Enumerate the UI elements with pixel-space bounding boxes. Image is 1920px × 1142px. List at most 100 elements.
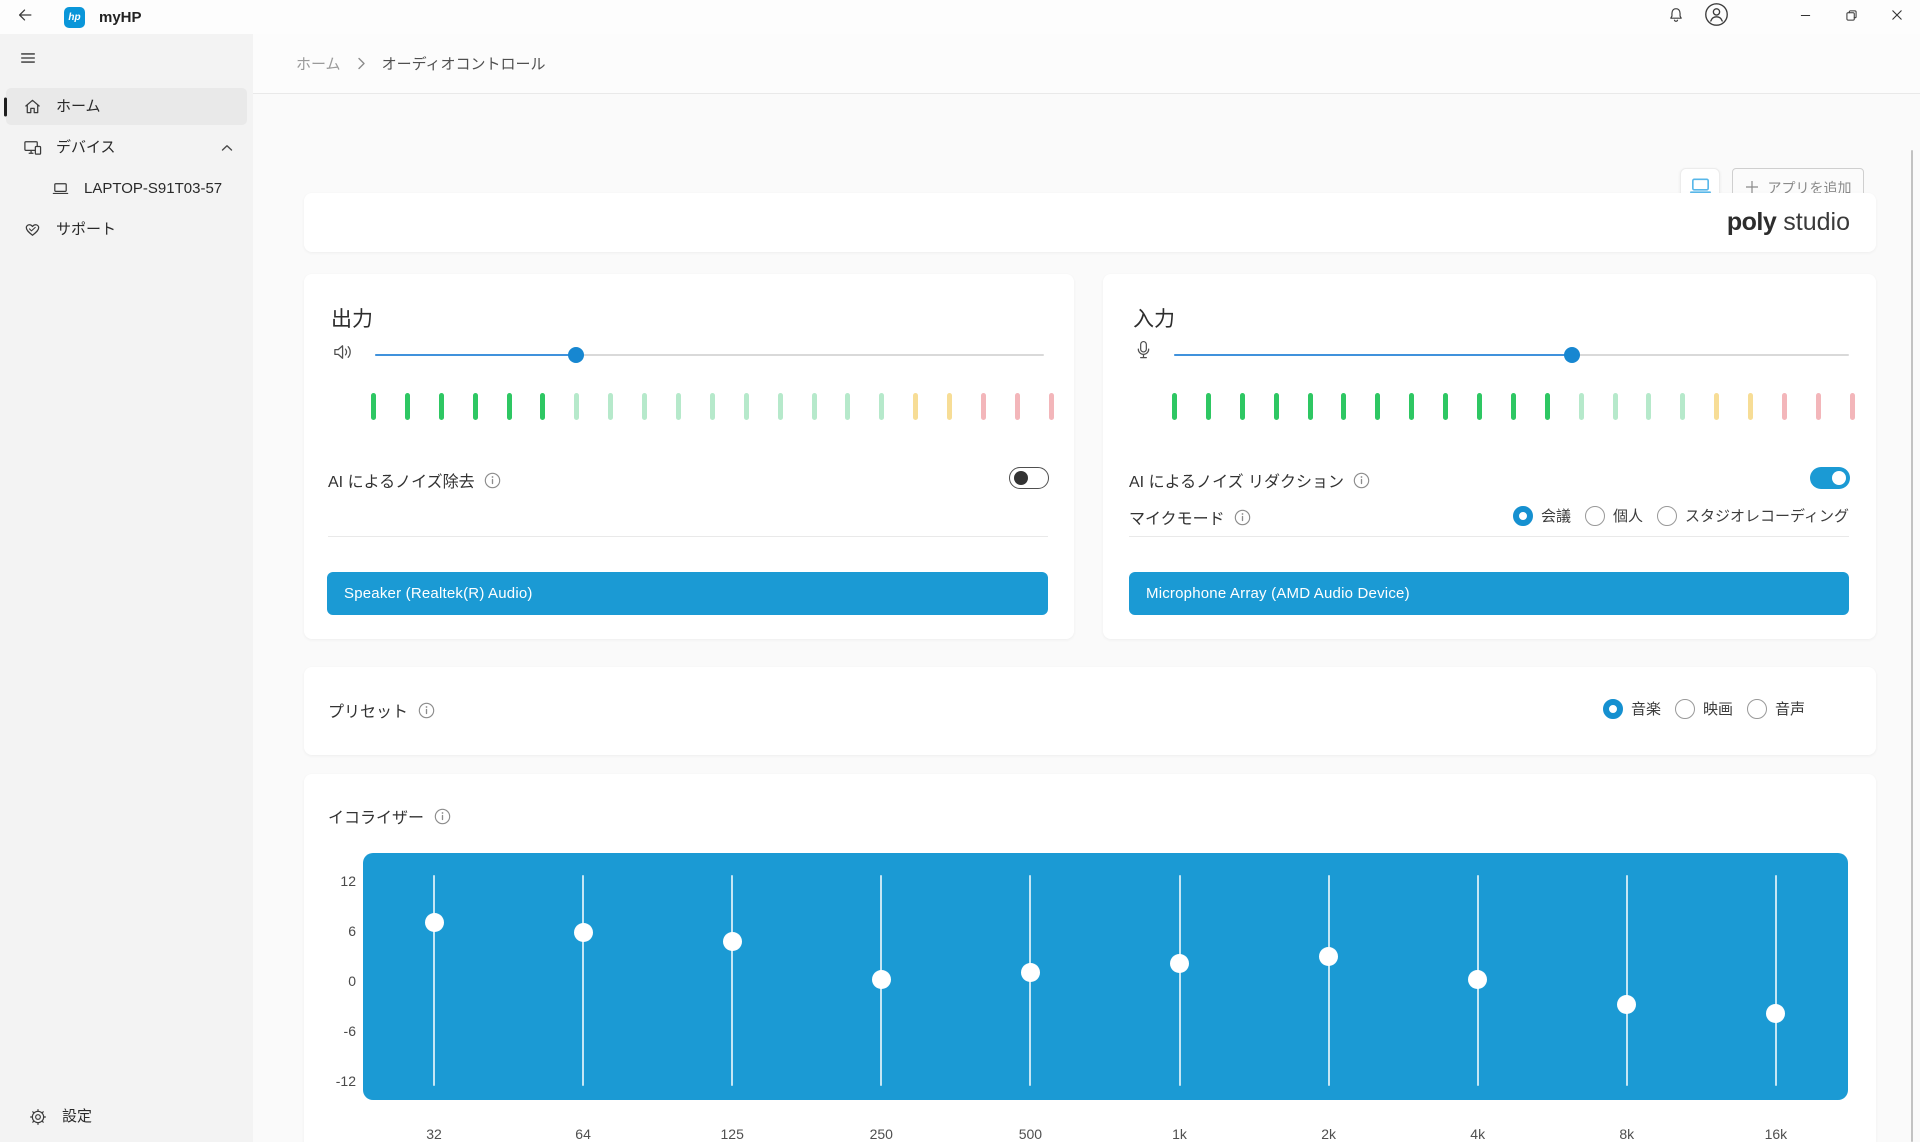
info-icon[interactable] (1234, 509, 1251, 526)
eq-band-knob-16k[interactable] (1766, 1003, 1786, 1023)
plus-icon (1745, 180, 1759, 197)
radio-label: スタジオレコーディング (1685, 508, 1849, 525)
info-icon[interactable] (1353, 472, 1370, 489)
eq-band-knob-125[interactable] (722, 931, 742, 951)
breadcrumb: ホーム オーディオコントロール (253, 34, 1920, 94)
eq-band-knob-32[interactable] (424, 912, 444, 932)
minimize-button[interactable] (1782, 0, 1828, 34)
info-icon[interactable] (434, 808, 451, 825)
devices-icon (22, 138, 42, 158)
restore-button[interactable] (1828, 0, 1874, 34)
meter-bar-green-off (709, 393, 715, 420)
sidebar-item-settings[interactable]: 設定 (12, 1098, 241, 1135)
output-ai-toggle[interactable] (1009, 467, 1049, 489)
preset-option[interactable]: 音楽 (1602, 698, 1661, 719)
meter-bar-red-off (1014, 393, 1020, 420)
eq-band-frequency-label: 8k (1619, 1126, 1635, 1142)
equalizer-axis-label: -12 (335, 1073, 356, 1089)
meter-bar-red-off (1815, 393, 1821, 420)
support-icon (22, 220, 42, 240)
radio-unselected-icon[interactable] (1585, 505, 1606, 526)
scrollbar[interactable] (1911, 150, 1913, 1142)
input-ai-toggle[interactable] (1810, 467, 1850, 489)
close-button[interactable] (1874, 0, 1920, 34)
divider (1129, 536, 1849, 537)
eq-band-track[interactable] (1327, 875, 1330, 1086)
eq-band-track[interactable] (1774, 875, 1777, 1086)
sidebar-item-support[interactable]: サポート (6, 211, 247, 248)
preset-option[interactable]: 音声 (1746, 698, 1805, 719)
input-volume-fill (1174, 354, 1573, 356)
equalizer-card: イコライザー 12 6 0 -6 -12 32 64 125 250 500 1k 2k 4k 8k 16… (304, 774, 1876, 1142)
eq-band-frequency-label: 125 (720, 1126, 744, 1142)
radio-selected-icon[interactable] (1602, 698, 1623, 719)
breadcrumb-home[interactable]: ホーム (296, 56, 341, 73)
eq-band-track[interactable] (1178, 875, 1181, 1086)
sidebar: ホームデバイス LAPTOP-S91T03-57 サポート 設定 (0, 34, 253, 1142)
output-device-button[interactable]: Speaker (Realtek(R) Audio) (327, 572, 1048, 615)
eq-band-frequency-label: 2k (1321, 1126, 1336, 1142)
eq-band-knob-1k[interactable] (1170, 954, 1189, 974)
radio-unselected-icon[interactable] (1674, 698, 1695, 719)
info-icon[interactable] (484, 472, 501, 489)
eq-band-knob-8k[interactable] (1617, 995, 1637, 1015)
meter-bar-green-on (1477, 393, 1483, 420)
meter-bar-green-off (642, 393, 648, 420)
radio-label: 個人 (1613, 508, 1644, 525)
eq-band-frequency-label: 64 (575, 1126, 591, 1142)
menu-toggle-button[interactable] (14, 46, 42, 74)
eq-band-track[interactable] (731, 875, 734, 1086)
notifications-button[interactable] (1656, 0, 1696, 34)
sidebar-item-label: 設定 (62, 1107, 93, 1125)
chevron-up-icon[interactable] (221, 144, 233, 152)
radio-unselected-icon[interactable] (1746, 698, 1767, 719)
input-volume-knob[interactable] (1564, 347, 1581, 363)
sidebar-item-home[interactable]: ホーム (4, 88, 247, 125)
equalizer-axis-label: -6 (343, 1023, 356, 1039)
radio-label: 映画 (1702, 701, 1733, 718)
sidebar-item-label: サポート (56, 220, 117, 238)
eq-band-knob-64[interactable] (573, 922, 593, 942)
account-button[interactable] (1696, 0, 1736, 34)
mic-mode-option[interactable]: 個人 (1585, 505, 1643, 526)
sidebar-item-device-laptop[interactable]: LAPTOP-S91T03-57 (6, 170, 247, 207)
eq-band-knob-500[interactable] (1020, 962, 1040, 982)
equalizer-axis-label: 0 (348, 973, 356, 989)
meter-bar-yellow-off (1748, 393, 1754, 420)
meter-bar-yellow-off (947, 393, 953, 420)
output-title: 出力 (331, 308, 373, 331)
back-button[interactable] (8, 0, 42, 34)
mic-mode-option[interactable]: 会議 (1513, 505, 1571, 526)
preset-radio-group: 音楽 映画 音声 (1602, 698, 1805, 719)
gear-icon (28, 1107, 48, 1127)
equalizer-axis-label: 12 (340, 873, 356, 889)
output-volume-knob[interactable] (567, 347, 584, 363)
meter-bar-green-on (1205, 393, 1211, 420)
input-volume-slider[interactable] (1174, 347, 1849, 363)
preset-card: プリセット 音楽 映画 音声 (304, 667, 1876, 755)
radio-unselected-icon[interactable] (1657, 505, 1678, 526)
meter-bar-red-off (981, 393, 987, 420)
preset-option[interactable]: 映画 (1674, 698, 1733, 719)
meter-bar-green-on (438, 393, 444, 420)
eq-band-track[interactable] (582, 875, 585, 1086)
meter-bar-green-off (1680, 393, 1686, 420)
output-volume-track (375, 354, 1044, 356)
info-icon[interactable] (418, 702, 435, 719)
radio-selected-icon[interactable] (1513, 505, 1534, 526)
meter-bar-red-off (1849, 393, 1855, 420)
eq-band-track[interactable] (433, 875, 435, 1086)
meter-bar-green-on (1307, 393, 1313, 420)
eq-band-knob-250[interactable] (871, 970, 891, 990)
sidebar-item-devices[interactable]: デバイス (6, 129, 247, 166)
eq-band-knob-4k[interactable] (1468, 970, 1488, 990)
eq-band-knob-2k[interactable] (1319, 946, 1339, 966)
meter-bar-green-on (371, 393, 376, 420)
mic-mode-option[interactable]: スタジオレコーディング (1657, 505, 1849, 526)
input-device-button[interactable]: Microphone Array (AMD Audio Device) (1129, 572, 1849, 615)
eq-band-frequency-label: 32 (426, 1126, 442, 1142)
meter-bar-red-off (1782, 393, 1788, 420)
eq-band-track[interactable] (1625, 875, 1628, 1086)
output-volume-slider[interactable] (375, 347, 1044, 363)
eq-band-frequency-label: 4k (1470, 1126, 1486, 1142)
